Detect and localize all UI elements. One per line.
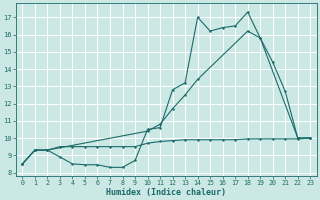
X-axis label: Humidex (Indice chaleur): Humidex (Indice chaleur) bbox=[106, 188, 226, 197]
